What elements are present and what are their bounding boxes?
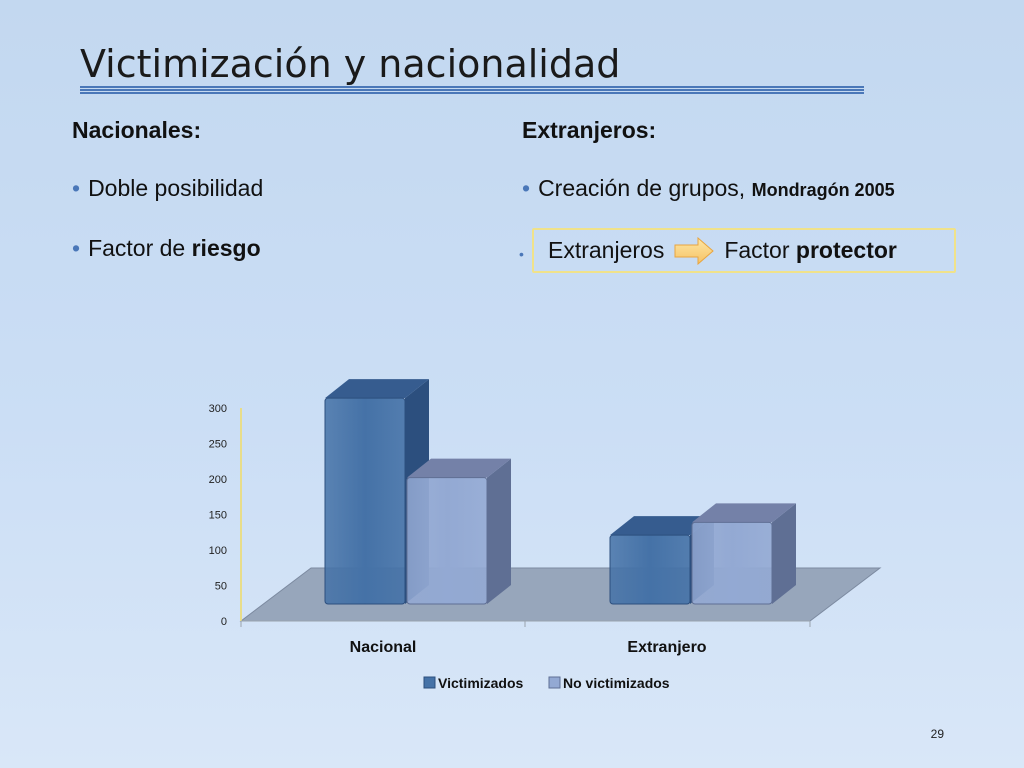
- y-tick-label: 0: [221, 616, 227, 628]
- factor-protector-label: Factor protector: [724, 237, 897, 264]
- bullet-text: Doble posibilidad: [88, 175, 264, 201]
- bar-side-no-victimizados: [487, 458, 511, 604]
- y-tick-label: 150: [209, 510, 227, 522]
- bullet-doble-posibilidad: • Doble posibilidad: [72, 175, 263, 202]
- y-tick-label: 300: [209, 403, 227, 415]
- citation-ref: Mondragón 2005: [751, 180, 895, 200]
- bullet-dot: •: [72, 175, 81, 201]
- bullet-dot: •: [522, 175, 531, 201]
- bar-victimizados-extranjero: [609, 534, 691, 605]
- legend-swatch-victimizados: [423, 676, 436, 689]
- protector-bold-text: protector: [795, 237, 897, 263]
- bar-top-victimizados: [610, 516, 714, 536]
- nacionales-heading: Nacionales:: [72, 117, 202, 143]
- bullet-dot: •: [72, 235, 81, 261]
- bar-no-victimizados-extranjero: [691, 521, 773, 605]
- page-number: 29: [930, 727, 944, 741]
- bullet-text: Factor de: [88, 235, 192, 261]
- bar-top-victimizados: [325, 379, 429, 399]
- bullet-creacion-grupos: • Creación de grupos, Mondragón 2005: [522, 175, 895, 202]
- x-category-label: Nacional: [350, 639, 417, 656]
- x-category-label: Extranjero: [627, 639, 706, 656]
- factor-text: Factor: [724, 237, 796, 263]
- y-tick-label: 50: [215, 581, 227, 593]
- bullet-text: Creación de grupos,: [538, 175, 752, 201]
- right-arrow-icon: [674, 236, 715, 265]
- title-underline: [80, 86, 864, 95]
- bar-top-no-victimizados: [407, 458, 511, 478]
- bullet-factor-riesgo: • Factor de riesgo: [72, 235, 261, 262]
- bar-victimizados-nacional: [324, 397, 406, 605]
- y-tick-label: 100: [209, 545, 227, 557]
- y-tick-label: 250: [209, 439, 227, 451]
- y-tick-label: 200: [209, 474, 227, 486]
- bar-side-no-victimizados: [772, 503, 796, 604]
- legend-swatch-no-victimizados: [548, 676, 561, 689]
- legend-label: No victimizados: [563, 675, 670, 691]
- bullet-dot: •: [519, 246, 524, 262]
- bar-no-victimizados-nacional: [406, 477, 488, 605]
- legend-label: Victimizados: [438, 675, 524, 691]
- bar-top-no-victimizados: [692, 503, 796, 523]
- extranjeros-heading: Extranjeros:: [522, 117, 657, 143]
- bullet-bold-text: riesgo: [191, 235, 261, 261]
- slide-title: Victimización y nacionalidad: [80, 42, 621, 86]
- extranjeros-label: Extranjeros: [548, 237, 665, 263]
- highlight-box-factor-protector: Extranjeros Factor protector: [532, 228, 956, 273]
